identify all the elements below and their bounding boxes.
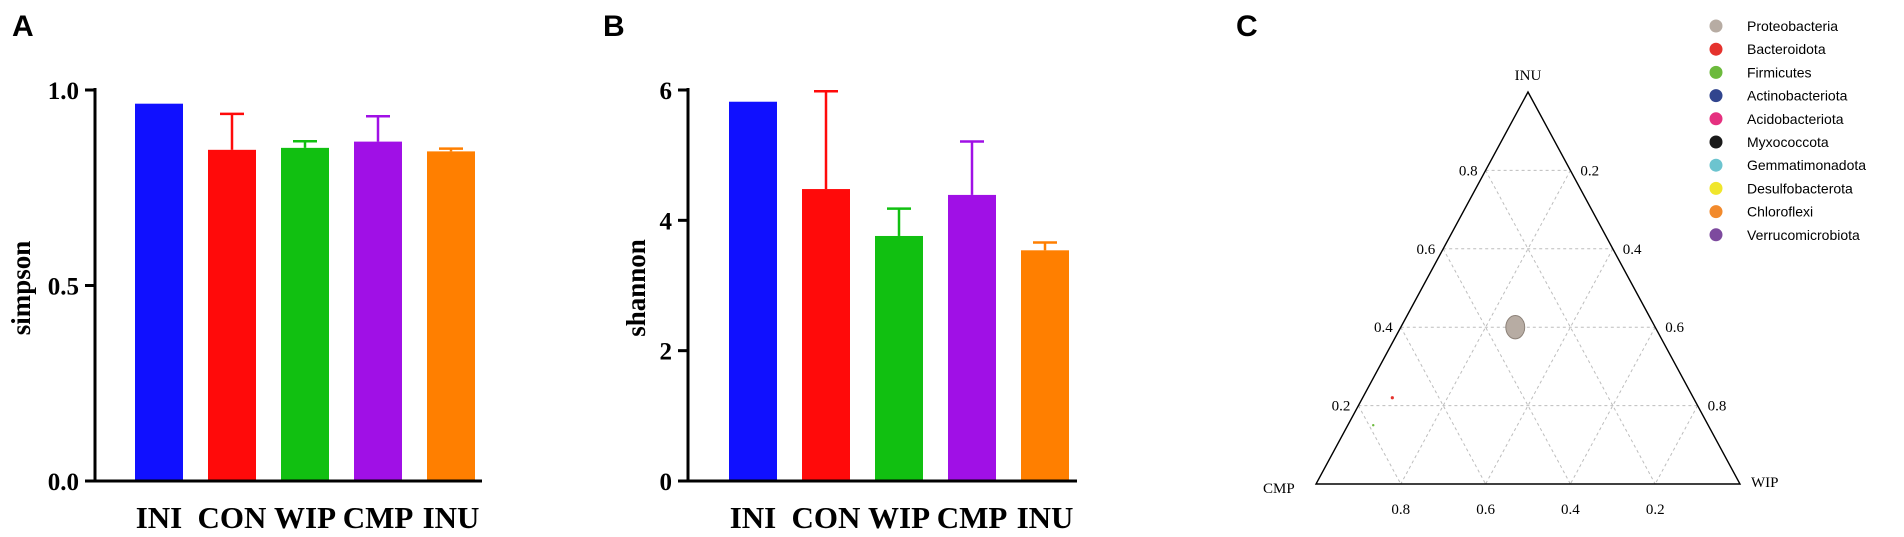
legend-label-chloroflexi: Chloroflexi [1747,204,1813,220]
ternary-tick-left: 0.2 [1332,399,1351,415]
x-category-label-cmp: CMP [343,500,414,535]
ternary-vertex-left: CMP [1263,481,1295,497]
legend-marker-gemmatimonadota [1709,158,1723,172]
ternary-tick-left: 0.8 [1459,163,1478,179]
ternary-legend: Proteobacteria Bacteroidota Firmicutes Acti… [1709,18,1866,243]
legend-marker-firmicutes [1709,65,1723,79]
shannon-bar-chart: 0 2 4 6 INI CON WIP CMP INU shannon [621,78,1077,535]
legend-marker-myxococcota [1709,135,1723,149]
point-bacteroidota [1390,396,1394,400]
simpson-bar-chart: 0.0 0.5 1.0 INI CON WIP CMP INU simpson [6,78,482,535]
legend-label-firmicutes: Firmicutes [1747,64,1812,80]
legend-marker-desulfobacterota [1709,181,1723,195]
bar-con [208,149,256,481]
ternary-tick-bottom: 0.6 [1476,502,1495,518]
x-category-label-ini: INI [730,500,777,535]
x-category-label-con: CON [198,500,267,535]
bar-inu [427,151,475,481]
shannon-bars [729,90,1069,481]
legend-label-bacteroidota: Bacteroidota [1747,41,1826,57]
simpson-y-axis-label: simpson [6,241,36,336]
ternary-tick-right: 0.8 [1708,399,1727,415]
legend-marker-actinobacteriota [1709,89,1723,103]
x-category-label-con: CON [792,500,861,535]
y-tick-label: 6 [660,78,673,105]
panel-label-c: C [1236,10,1258,43]
grid-line-cmp [1357,405,1402,485]
ternary-tick-left: 0.6 [1416,242,1435,258]
legend-marker-bacteroidota [1709,42,1723,56]
panel-label-b: B [603,10,625,43]
bar-inu [1021,250,1069,481]
bar-con [802,189,850,481]
bar-ini [135,103,183,481]
x-category-label-inu: INU [423,500,480,535]
x-category-label-inu: INU [1017,500,1074,535]
y-tick-label: 0.5 [48,274,79,301]
legend-marker-chloroflexi [1709,205,1723,219]
ternary-tick-right: 0.2 [1580,163,1599,179]
legend-marker-acidobacteriota [1709,112,1723,126]
bar-ini [729,101,777,481]
ternary-tick-right: 0.6 [1665,320,1684,336]
x-category-label-cmp: CMP [937,500,1008,535]
ternary-tick-bottom: 0.2 [1646,502,1665,518]
ternary-tick-right: 0.4 [1623,242,1642,258]
legend-label-desulfobacterota: Desulfobacterota [1747,180,1853,196]
simpson-bars [135,103,475,482]
ternary-vertex-top: INU [1515,68,1542,84]
legend-label-myxococcota: Myxococcota [1747,134,1829,150]
grid-line-wip [1485,248,1614,485]
y-tick-label: 0 [660,469,673,496]
legend-marker-verrucomicrobiota [1709,228,1723,242]
y-tick-label: 2 [660,339,673,366]
ternary-vertex-right: WIP [1751,475,1779,491]
shannon-y-ticks: 0 2 4 6 [660,78,1077,496]
grid-line-cmp [1442,248,1571,485]
bar-cmp [354,141,402,481]
ternary-tick-bottom: 0.4 [1561,502,1580,518]
simpson-y-ticks: 0.0 0.5 1.0 [48,78,482,496]
legend-marker-proteobacteria [1709,19,1723,33]
shannon-y-axis-label: shannon [621,239,651,337]
legend-label-acidobacteriota: Acidobacteriota [1747,111,1844,127]
shannon-category-labels: INI CON WIP CMP INU [730,500,1074,535]
legend-label-gemmatimonadota: Gemmatimonadota [1747,157,1866,173]
ternary-plot: 0.2 0.2 0.2 0.4 0.4 0.4 0.6 0.6 0.6 0.8 0.8 0.8 INU… [1263,18,1866,518]
ternary-tick-left: 0.4 [1374,320,1393,336]
x-category-label-wip: WIP [868,500,930,535]
y-tick-label: 1.0 [48,78,79,105]
ternary-tick-bottom: 0.8 [1391,502,1410,518]
ternary-tick-labels: 0.2 0.2 0.2 0.4 0.4 0.4 0.6 0.6 0.6 0.8 0.8 0.8 [1332,163,1727,518]
ternary-triangle [1314,90,1742,485]
x-category-label-wip: WIP [274,500,336,535]
legend-label-verrucomicrobiota: Verrucomicrobiota [1747,227,1860,243]
ternary-points [1372,315,1526,427]
simpson-category-labels: INI CON WIP CMP INU [136,500,480,535]
legend-label-proteobacteria: Proteobacteria [1747,18,1838,34]
x-category-label-ini: INI [136,500,183,535]
y-tick-label: 0.0 [48,469,79,496]
bar-wip [281,147,329,482]
bar-wip [875,235,923,481]
bar-cmp [948,194,996,481]
y-tick-label: 4 [660,208,673,235]
grid-line-wip [1654,405,1699,485]
panel-label-a: A [12,10,34,43]
legend-label-actinobacteriota: Actinobacteriota [1747,88,1848,104]
point-proteobacteria [1505,315,1526,340]
ternary-grid [1314,90,1742,485]
point-firmicutes [1372,424,1375,427]
